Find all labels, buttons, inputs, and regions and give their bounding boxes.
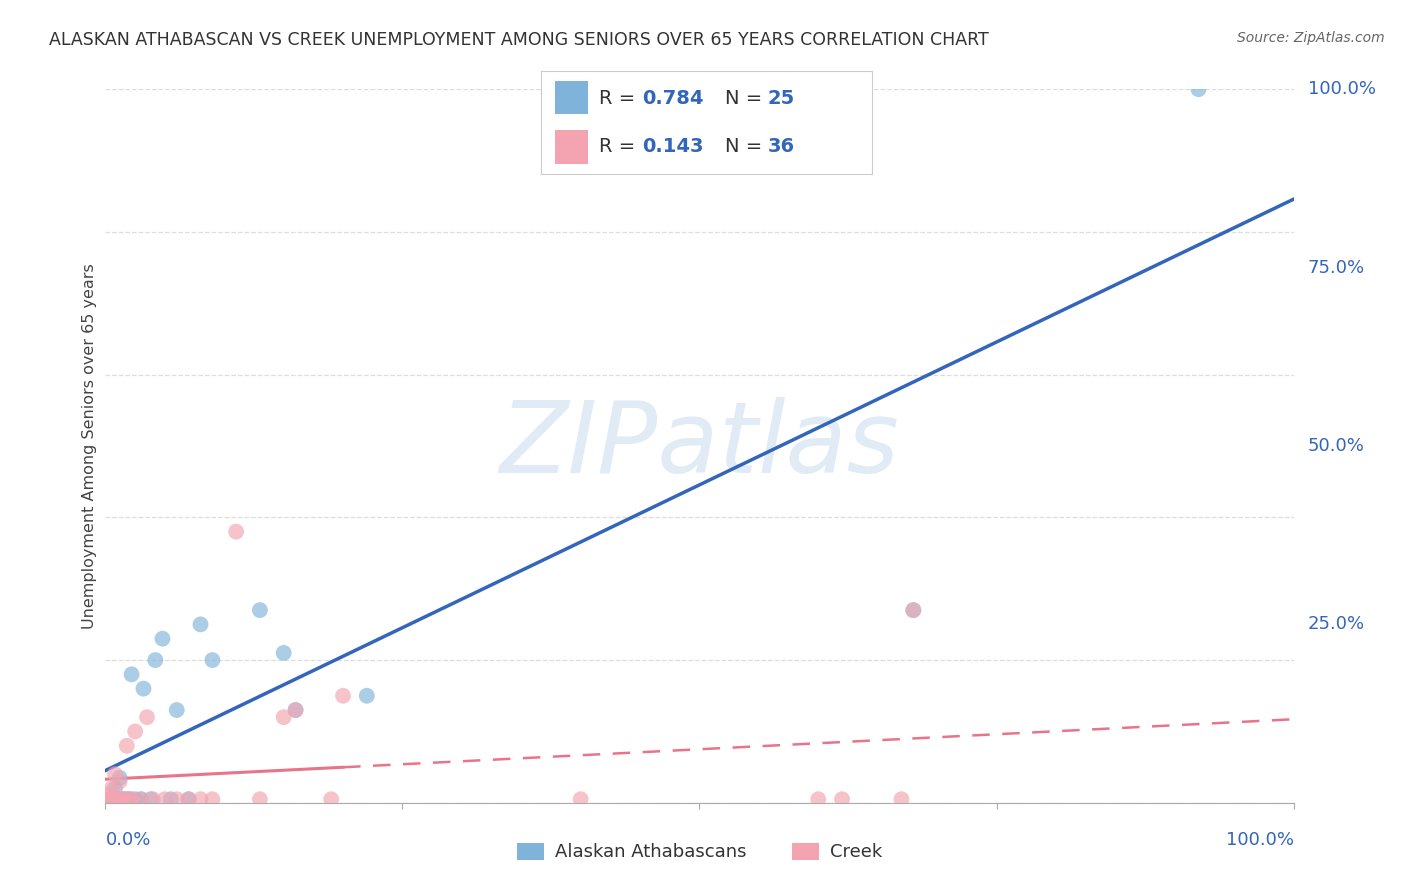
Point <box>98 792 121 806</box>
Point <box>201 653 224 667</box>
Point <box>284 703 307 717</box>
Point <box>108 771 131 785</box>
Point <box>1187 82 1209 96</box>
Text: 50.0%: 50.0% <box>1308 437 1365 455</box>
Point <box>100 781 122 796</box>
Text: R =: R = <box>599 88 641 108</box>
Point <box>115 739 138 753</box>
Point <box>190 792 212 806</box>
Point <box>107 792 129 806</box>
Text: R =: R = <box>599 137 641 156</box>
Text: Source: ZipAtlas.com: Source: ZipAtlas.com <box>1237 31 1385 45</box>
Text: N =: N = <box>724 88 768 108</box>
Text: ZIPatlas: ZIPatlas <box>499 398 900 494</box>
Point <box>356 689 378 703</box>
Point <box>903 603 925 617</box>
Point <box>332 689 354 703</box>
Point <box>890 792 912 806</box>
Point <box>569 792 592 806</box>
Point <box>105 792 128 806</box>
Point <box>152 632 174 646</box>
Point <box>139 792 162 806</box>
Point <box>104 767 127 781</box>
Point <box>190 617 212 632</box>
Point <box>807 792 830 806</box>
Point <box>97 792 120 806</box>
Point <box>273 710 295 724</box>
Point <box>273 646 295 660</box>
Point <box>153 792 176 806</box>
Point <box>110 792 132 806</box>
Text: 25.0%: 25.0% <box>1308 615 1365 633</box>
Point <box>166 703 188 717</box>
Point <box>105 792 128 806</box>
Y-axis label: Unemployment Among Seniors over 65 years: Unemployment Among Seniors over 65 years <box>82 263 97 629</box>
Point <box>177 792 200 806</box>
Point <box>108 774 131 789</box>
Point <box>124 792 146 806</box>
Text: 75.0%: 75.0% <box>1308 259 1365 277</box>
Point <box>225 524 247 539</box>
Point <box>132 681 155 696</box>
Bar <box>554 80 588 114</box>
Point <box>121 667 143 681</box>
Point <box>143 653 166 667</box>
Point <box>98 787 121 801</box>
Point <box>166 792 188 806</box>
Legend: Alaskan Athabascans, Creek: Alaskan Athabascans, Creek <box>510 836 889 869</box>
Point <box>159 792 181 806</box>
Point <box>249 603 271 617</box>
Point <box>129 792 152 806</box>
Point <box>831 792 853 806</box>
Text: 36: 36 <box>768 137 794 156</box>
Text: 0.143: 0.143 <box>643 137 703 156</box>
Text: 0.0%: 0.0% <box>105 831 150 849</box>
Text: 100.0%: 100.0% <box>1226 831 1294 849</box>
Point <box>118 792 141 806</box>
Text: ALASKAN ATHABASCAN VS CREEK UNEMPLOYMENT AMONG SENIORS OVER 65 YEARS CORRELATION: ALASKAN ATHABASCAN VS CREEK UNEMPLOYMENT… <box>49 31 988 49</box>
Point <box>136 710 159 724</box>
Point <box>142 792 165 806</box>
Point <box>100 792 122 806</box>
Point <box>112 792 135 806</box>
Text: 100.0%: 100.0% <box>1308 80 1376 98</box>
Text: 0.784: 0.784 <box>643 88 703 108</box>
Text: 25: 25 <box>768 88 794 108</box>
Point <box>284 703 307 717</box>
Point <box>903 603 925 617</box>
Point <box>177 792 200 806</box>
Point <box>201 792 224 806</box>
Point <box>112 792 135 806</box>
Bar <box>554 130 588 163</box>
Point <box>121 792 143 806</box>
Point <box>105 792 128 806</box>
Point <box>103 792 125 806</box>
Point <box>129 792 152 806</box>
Point <box>115 792 138 806</box>
Point <box>249 792 271 806</box>
Point <box>104 781 127 796</box>
Point <box>118 792 141 806</box>
Point <box>114 792 136 806</box>
Point <box>321 792 343 806</box>
Point <box>124 724 146 739</box>
Text: N =: N = <box>724 137 768 156</box>
